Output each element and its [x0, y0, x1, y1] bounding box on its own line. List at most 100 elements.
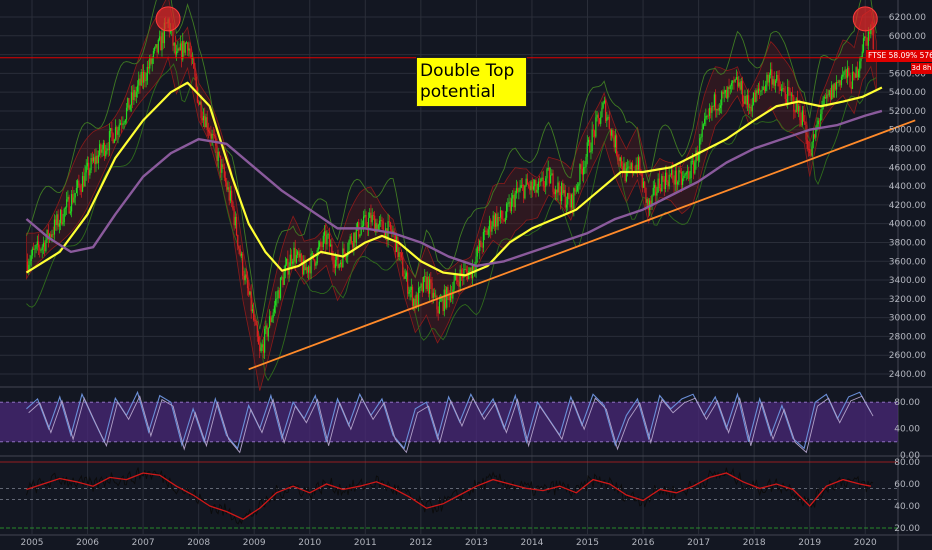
- x-tick-label: 2015: [576, 538, 599, 548]
- candle-body: [691, 160, 693, 162]
- candle-body: [749, 106, 751, 108]
- candle-body: [435, 295, 437, 297]
- candle-body: [683, 175, 685, 179]
- candle-body: [376, 222, 378, 232]
- candle-body: [101, 149, 103, 153]
- candle-body: [678, 170, 680, 183]
- candle-body: [308, 266, 310, 273]
- candle-body: [371, 215, 373, 223]
- candle-body: [267, 327, 269, 337]
- candle-body: [336, 255, 338, 260]
- candle-body: [647, 199, 649, 210]
- candle-body: [123, 122, 125, 125]
- candle-body: [363, 216, 365, 226]
- candle-body: [747, 95, 750, 108]
- candle-body: [617, 154, 619, 158]
- candle-body: [492, 215, 494, 227]
- candle-body: [867, 31, 869, 46]
- candle-body: [528, 184, 530, 186]
- candle-body: [833, 83, 835, 98]
- candle-body: [690, 161, 692, 179]
- candle-body: [254, 320, 256, 322]
- candle-body: [832, 85, 834, 98]
- candle-body: [246, 277, 249, 289]
- candle-body: [447, 287, 449, 293]
- candle-body: [223, 167, 225, 178]
- candle-body: [333, 264, 335, 268]
- candle-body: [92, 157, 95, 162]
- candle-body: [176, 51, 178, 55]
- candle-body: [438, 301, 441, 314]
- candle-body: [367, 218, 370, 230]
- candle-body: [297, 251, 299, 256]
- candle-body: [221, 164, 223, 173]
- candle-body: [855, 67, 857, 78]
- candle-body: [30, 255, 32, 262]
- candle-body: [73, 197, 75, 203]
- candle-body: [677, 182, 679, 185]
- candle-body: [262, 344, 265, 353]
- candle-body: [684, 174, 686, 176]
- candle-body: [469, 267, 471, 271]
- candle-body: [458, 281, 460, 287]
- candle-body: [816, 124, 818, 129]
- candle-body: [802, 110, 805, 122]
- candle-body: [352, 242, 354, 248]
- candle-body: [497, 217, 499, 227]
- candle-body: [651, 195, 653, 205]
- candle-body: [658, 178, 660, 189]
- candle-body: [67, 196, 69, 200]
- candle-body: [550, 175, 552, 184]
- candle-body: [557, 182, 559, 193]
- candle-body: [796, 98, 799, 112]
- candle-body: [496, 213, 498, 227]
- candle-body: [420, 283, 422, 288]
- candle-body: [337, 255, 339, 268]
- candle-body: [795, 98, 797, 113]
- y-tick-label: 2800.00: [889, 332, 926, 342]
- candle-body: [303, 259, 305, 275]
- candle-body: [854, 73, 856, 78]
- candle-body: [154, 47, 156, 52]
- candle-body: [719, 105, 722, 108]
- candle-body: [518, 190, 520, 192]
- candle-body: [475, 256, 477, 270]
- candle-body: [370, 212, 372, 223]
- candle-body: [410, 286, 412, 290]
- last-price-tag: FTSE 58.09% 5765.76: [866, 50, 932, 62]
- candle-body: [366, 225, 368, 230]
- candle-body: [853, 72, 855, 74]
- candle-body: [195, 76, 197, 88]
- candle-body: [403, 275, 405, 279]
- candle-body: [818, 120, 821, 122]
- candle-body: [152, 51, 155, 59]
- candle-body: [277, 290, 279, 299]
- candle-body: [674, 170, 676, 185]
- x-tick-label: 2012: [409, 538, 432, 548]
- candle-body: [763, 86, 766, 91]
- candle-body: [306, 267, 309, 273]
- candle-body: [701, 129, 703, 137]
- candle-body: [155, 44, 157, 48]
- candle-body: [130, 92, 133, 106]
- candle-body: [290, 254, 293, 264]
- candle-body: [694, 162, 696, 174]
- candle-body: [656, 192, 658, 196]
- candle-body: [404, 276, 406, 279]
- candle-body: [661, 176, 663, 192]
- x-tick-label: 2009: [243, 538, 266, 548]
- candle-body: [799, 106, 801, 121]
- candle-body: [385, 228, 387, 239]
- candle-body: [725, 90, 728, 99]
- candle-body: [372, 215, 375, 217]
- candle-body: [315, 263, 317, 266]
- candle-body: [311, 253, 313, 255]
- candle-body: [724, 90, 726, 93]
- candle-body: [47, 229, 49, 240]
- candle-body: [305, 267, 307, 271]
- candle-body: [769, 69, 772, 75]
- candle-body: [436, 295, 438, 310]
- candle-body: [356, 222, 359, 229]
- candle-body: [83, 176, 85, 187]
- candle-body: [844, 69, 846, 72]
